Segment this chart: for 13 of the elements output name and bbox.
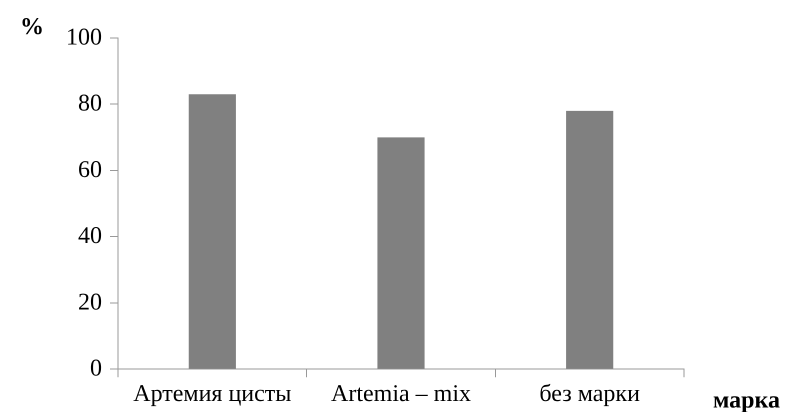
y-tick-label: 100 bbox=[66, 24, 102, 50]
bar bbox=[188, 94, 236, 369]
y-tick-label: 0 bbox=[90, 355, 102, 382]
y-tick-label: 80 bbox=[78, 90, 102, 117]
y-axis-title: % bbox=[20, 14, 44, 40]
y-tick-label: 60 bbox=[78, 156, 102, 183]
bar bbox=[566, 110, 614, 369]
x-tick-label: без марки bbox=[539, 380, 640, 407]
x-tick-label: Artemia – mix bbox=[331, 380, 471, 407]
y-tick-label: 20 bbox=[78, 289, 102, 316]
x-tick-label: Артемия цисты bbox=[133, 380, 292, 407]
y-tick-label: 40 bbox=[78, 223, 102, 250]
bar bbox=[377, 137, 425, 369]
